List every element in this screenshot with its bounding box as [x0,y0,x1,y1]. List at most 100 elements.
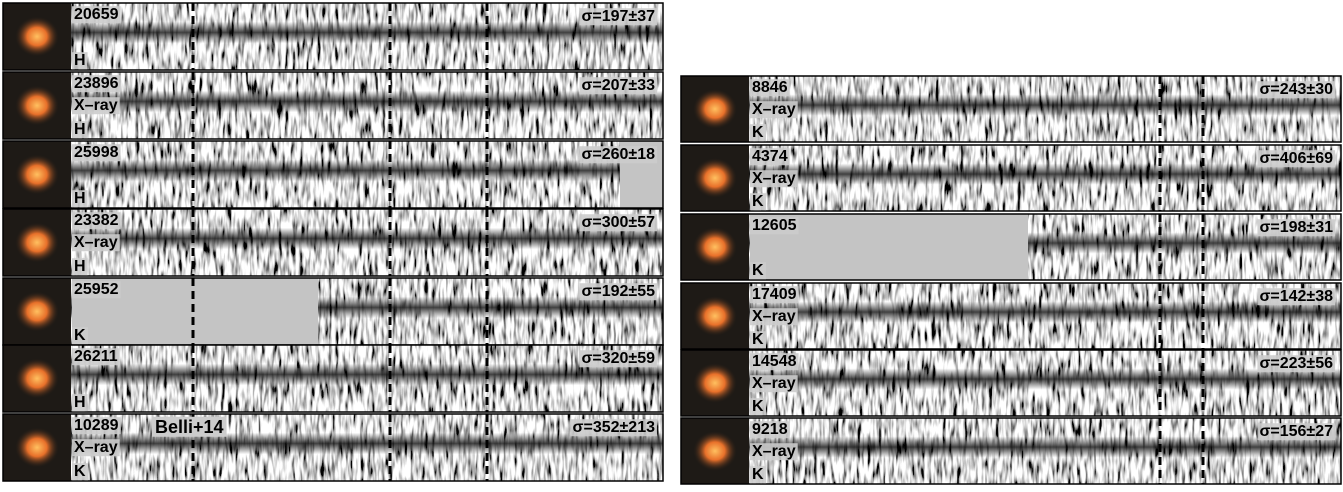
label-bg [579,283,658,301]
galaxy [15,85,59,126]
galaxy [15,291,59,332]
label-bg [750,79,790,97]
trace [749,368,1341,390]
label-bg [72,394,88,412]
label-bg [72,258,88,276]
trace [71,363,663,386]
label-bg [1257,355,1336,373]
frame [680,282,1342,350]
label-xray: X–ray [752,375,796,392]
spectrum [71,3,663,70]
trace [749,436,1341,458]
label-bg [72,281,121,299]
label-bg [579,8,658,26]
spectrum [71,345,663,412]
label-xray: X–ray [74,234,118,251]
label-sigma: σ=320±59 [581,350,655,367]
label-bg [72,417,121,435]
label-bg [579,146,658,164]
label-sigma: σ=197±37 [581,8,655,25]
frame [680,213,1342,281]
label-id: 23896 [74,75,119,92]
label-bg [72,52,88,70]
label-bg [1257,219,1336,237]
galaxy [15,16,59,57]
label-band: K [752,466,764,483]
label-sigma: σ=300±57 [581,214,655,231]
label-bg [72,439,120,457]
trace [71,227,663,250]
frame [680,417,1342,485]
label-bg [750,308,798,326]
spectrum [71,278,663,345]
frame [2,2,664,71]
frame [2,71,664,140]
label-bg [750,398,766,416]
frame [2,140,664,209]
frame [2,344,664,413]
label-bg [1257,150,1336,168]
label-bg [570,419,658,437]
label-bg [579,77,658,95]
galaxy [693,296,737,336]
galaxy [693,431,737,471]
label-bg [72,234,120,252]
label-id: 25952 [74,281,119,298]
label-bg [750,193,766,211]
label-band: H [74,258,86,275]
label-id: 14548 [752,353,797,370]
trace [71,159,663,182]
label-xray: X–ray [752,170,796,187]
label-xray: X–ray [74,97,118,114]
label-id: 25998 [74,144,119,161]
label-id: 10289 [74,417,119,434]
label-sigma: σ=223±56 [1259,355,1333,372]
label-bg [750,262,766,280]
label-id: 12605 [752,217,797,234]
trace [749,163,1341,185]
label-bg [750,217,799,235]
label-bg [72,212,121,230]
galaxy [693,363,737,403]
label-bg [750,124,766,142]
label-bg [579,350,658,368]
label-xray: X–ray [752,308,796,325]
galaxy [693,89,737,129]
label-band: K [74,463,86,480]
label-id: 9218 [752,421,788,438]
annotation: Belli+14 [155,417,224,437]
frame [680,75,1342,143]
label-sigma: σ=243±30 [1259,81,1333,98]
spectrum [749,283,1341,349]
label-sigma: σ=156±27 [1259,423,1333,440]
label-xray: X–ray [752,443,796,460]
galaxy [693,158,737,198]
label-band: K [74,327,86,344]
galaxy [15,427,59,468]
galaxy [15,222,59,263]
frame [2,208,664,277]
label-sigma: σ=207±33 [581,77,655,94]
trace [749,301,1341,323]
spectrum [71,414,663,481]
label-bg [72,348,120,366]
label-id: 17409 [752,286,797,303]
label-bg [72,97,120,115]
trace [71,90,663,113]
label-bg [750,170,798,188]
spectrum [71,209,663,276]
label-xray: X–ray [752,101,796,118]
label-sigma: σ=406±69 [1259,150,1333,167]
label-bg [750,353,799,371]
spectrum [749,214,1341,280]
label-bg [750,466,766,484]
label-bg [72,75,121,93]
label-band: K [752,398,764,415]
label-band: H [74,121,86,138]
galaxy [15,358,59,399]
label-sigma: σ=198±31 [1259,219,1333,236]
spectrum [749,76,1341,142]
label-sigma: σ=352±213 [573,419,656,436]
